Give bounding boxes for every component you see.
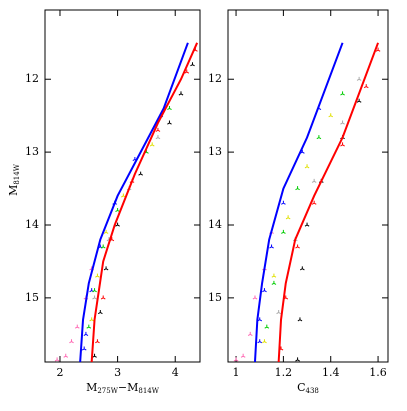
fiducial-line bbox=[90, 42, 199, 363]
x-tick-label: 1.4 bbox=[322, 366, 340, 379]
point bbox=[240, 353, 246, 358]
axis-label-part: 814W bbox=[138, 387, 159, 395]
point bbox=[262, 288, 267, 293]
point bbox=[311, 178, 317, 183]
point bbox=[121, 193, 126, 198]
point bbox=[340, 91, 345, 96]
point bbox=[375, 47, 381, 52]
point bbox=[295, 244, 300, 249]
point bbox=[155, 127, 161, 132]
point bbox=[86, 324, 92, 329]
axis-label: C438 bbox=[297, 381, 319, 395]
point bbox=[69, 339, 74, 344]
right-frame bbox=[227, 9, 389, 363]
y-tick-label: 15 bbox=[208, 291, 222, 304]
point bbox=[340, 120, 345, 125]
point bbox=[271, 273, 277, 278]
axis-label: M275W−M814W bbox=[86, 381, 160, 395]
point bbox=[178, 91, 184, 96]
point bbox=[100, 295, 106, 300]
axis-label-part: M bbox=[86, 381, 97, 394]
fiducial-line bbox=[79, 42, 189, 363]
point bbox=[356, 76, 362, 81]
y-tick-label: 12 bbox=[208, 72, 222, 85]
point bbox=[297, 317, 303, 322]
point bbox=[316, 135, 322, 140]
axis-label-part: −M bbox=[118, 381, 138, 394]
point bbox=[115, 222, 120, 227]
x-tick-label: 4 bbox=[172, 366, 179, 379]
point bbox=[340, 142, 345, 147]
point bbox=[92, 288, 97, 293]
point bbox=[95, 339, 100, 344]
axis-label-part: 814W bbox=[13, 163, 21, 184]
point bbox=[74, 324, 80, 329]
point bbox=[295, 186, 300, 191]
point bbox=[184, 69, 190, 74]
point bbox=[149, 142, 155, 147]
axis-label-part: 275W bbox=[97, 387, 118, 395]
point bbox=[281, 200, 286, 205]
y-tick-label: 13 bbox=[208, 145, 222, 158]
x-tick-label: 1.6 bbox=[369, 366, 387, 379]
fiducial-line bbox=[253, 42, 344, 363]
point bbox=[264, 324, 270, 329]
point bbox=[269, 244, 274, 249]
axis-label-part: C bbox=[297, 381, 305, 394]
point bbox=[262, 339, 267, 344]
point bbox=[54, 357, 60, 362]
y-tick-label: 12 bbox=[25, 72, 39, 85]
point bbox=[299, 266, 305, 271]
point bbox=[311, 200, 317, 205]
point bbox=[100, 244, 106, 249]
point bbox=[115, 208, 120, 213]
point bbox=[304, 222, 310, 227]
point bbox=[103, 266, 109, 271]
point bbox=[167, 120, 172, 125]
point bbox=[138, 171, 143, 176]
point bbox=[95, 273, 100, 278]
y-tick-label: 14 bbox=[208, 218, 222, 231]
axis-label-part: M bbox=[7, 185, 20, 196]
x-tick-label: 1 bbox=[233, 366, 240, 379]
point bbox=[363, 84, 369, 89]
x-tick-label: 2 bbox=[56, 366, 63, 379]
point bbox=[356, 98, 362, 103]
point bbox=[271, 280, 277, 285]
axis-label-part: 438 bbox=[306, 387, 319, 395]
left-frame bbox=[44, 9, 201, 363]
point bbox=[295, 357, 300, 362]
point bbox=[276, 310, 281, 315]
point bbox=[304, 164, 310, 169]
y-tick-label: 13 bbox=[25, 145, 39, 158]
point bbox=[63, 353, 69, 358]
point bbox=[97, 310, 103, 315]
point bbox=[83, 331, 89, 336]
point bbox=[190, 62, 195, 67]
point bbox=[281, 229, 286, 234]
point bbox=[167, 105, 172, 111]
point bbox=[233, 357, 239, 362]
point bbox=[328, 113, 334, 118]
x-tick-label: 3 bbox=[114, 366, 121, 379]
point bbox=[247, 331, 253, 336]
point bbox=[81, 346, 87, 351]
point bbox=[257, 339, 263, 344]
point bbox=[252, 295, 258, 300]
y-tick-label: 15 bbox=[25, 291, 39, 304]
y-tick-label: 14 bbox=[25, 218, 39, 231]
x-tick-label: 1.2 bbox=[275, 366, 293, 379]
point bbox=[103, 229, 109, 234]
fiducial-line bbox=[277, 42, 379, 363]
point bbox=[92, 295, 97, 300]
axis-label: M814W bbox=[7, 163, 21, 196]
point bbox=[285, 215, 291, 220]
point bbox=[155, 135, 161, 140]
point bbox=[89, 317, 95, 322]
